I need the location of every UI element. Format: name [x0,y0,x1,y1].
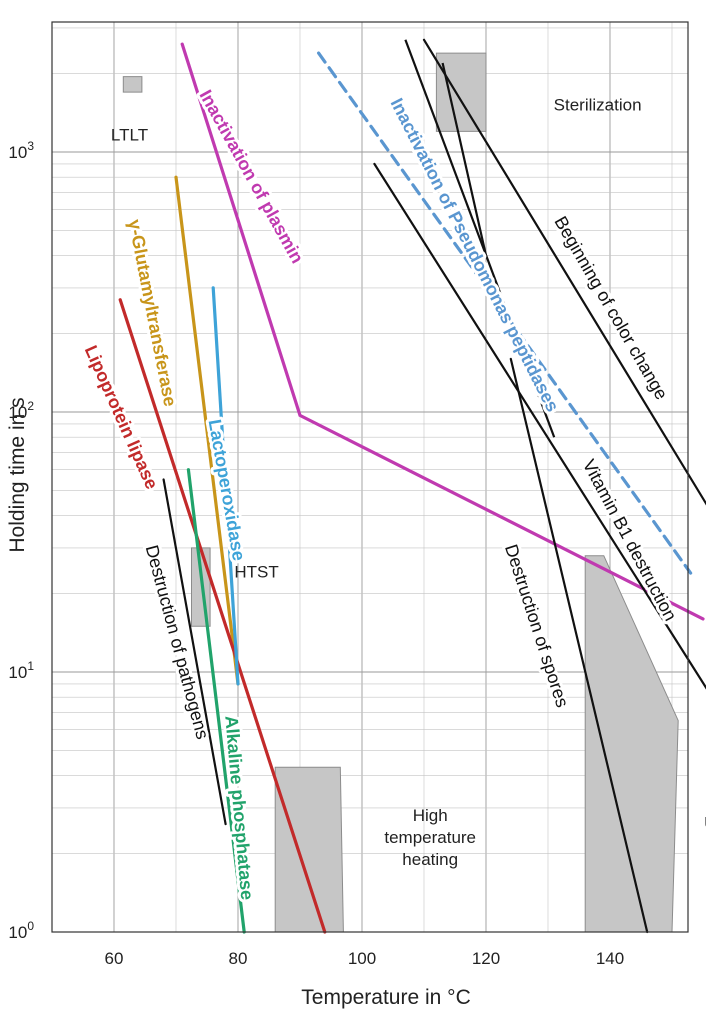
curve-label-group-inactivation-of-pseudomonas-peptidases: Inactivation of Pseudomonas peptidases [384,92,566,418]
x-axis-title: Temperature in °C [301,986,470,1009]
curve-label-glutamyltransferase: γ-Glutamyltransferase [124,218,180,408]
region-label-sterilization: Sterilization [554,96,642,115]
region-sterilization [435,52,487,132]
y-tick-label: 100 [8,919,34,942]
series-line-destruction-of-pathogens [162,478,227,826]
series-line-lipoprotein-lipase [118,298,327,934]
region-label-ltlt: LTLT [111,126,148,145]
region-ltlt [122,76,143,93]
series-line-glutamyltransferase [174,175,240,686]
y-axis-title: Holding time in s [6,397,29,552]
region-label-uht: UHT [704,814,706,833]
series-line-inactivation-of-plasmin [180,42,705,621]
series-line-vitamin-b1-destruction [373,162,706,690]
curve-label-group-inactivation-of-plasmin: Inactivation of plasmin [192,83,310,269]
y-tick-label: 102 [8,399,34,422]
series-line-inactivation-of-pseudomonas-peptidases [317,51,693,575]
series-line-destruction-of-spores [509,357,649,934]
region-high-temperature-heating [274,766,344,933]
y-tick-label: 103 [8,139,34,162]
guide-line [404,39,556,438]
y-tick-labels: 100 101 102 103 [8,139,34,942]
curve-label-group-glutamyltransferase: γ-Glutamyltransferase [121,215,183,411]
x-tick-label: 140 [596,949,624,968]
curve-label-inactivation-of-plasmin: Inactivation of plasmin [195,86,307,266]
curve-label-beginning-of-color-change: Beginning of color change [550,213,671,403]
y-tick-label: 101 [8,659,34,682]
regions [122,52,679,933]
x-tick-label: 100 [348,949,376,968]
x-tick-label: 120 [472,949,500,968]
curve-label-inactivation-of-pseudomonas-peptidases: Inactivation of Pseudomonas peptidases [387,95,563,415]
series-line-lactoperoxidase [211,286,240,686]
curve-label-group-beginning-of-color-change: Beginning of color change [547,210,674,406]
region-label-high-temperature-heating: High temperature heating [384,806,476,869]
series-line-beginning-of-color-change [422,38,706,506]
x-tick-labels: 6080100120140160 [105,949,625,968]
series-lines [118,38,706,934]
plot-frame [51,21,689,933]
x-tick-label: 80 [229,949,248,968]
x-tick-label: 60 [105,949,124,968]
guide-line [441,62,488,256]
curve-label-group-destruction-of-spores: Destruction of spores [498,539,576,713]
series-line-alkaline-phosphatase [186,468,246,934]
curve-label-destruction-of-spores: Destruction of spores [501,542,573,710]
region-label-htst: HTST [234,563,278,582]
